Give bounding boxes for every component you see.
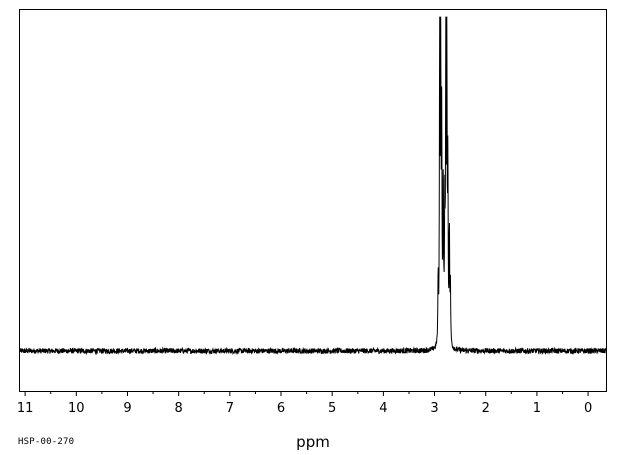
x-tick-label: 0 [584, 401, 592, 416]
x-axis-ticks [24, 391, 589, 396]
x-tick-label: 6 [277, 401, 285, 416]
x-tick-label: 9 [123, 401, 131, 416]
x-axis-tick-labels: 11 10 9 8 7 6 5 4 3 2 1 0 [17, 401, 592, 416]
x-tick-label: 1 [533, 401, 541, 416]
x-tick-label: 7 [226, 401, 234, 416]
x-tick-label: 10 [68, 401, 85, 416]
spectrum-line [19, 16, 607, 356]
x-tick-label: 5 [328, 401, 336, 416]
x-axis-label: ppm [296, 433, 330, 451]
x-tick-label: 8 [175, 401, 183, 416]
x-tick-label: 2 [482, 401, 490, 416]
x-tick-label: 3 [430, 401, 438, 416]
figure-code-label: HSP-00-270 [18, 437, 75, 447]
x-tick-label: 11 [17, 401, 34, 416]
x-tick-label: 4 [379, 401, 387, 416]
plot-frame [19, 9, 607, 392]
